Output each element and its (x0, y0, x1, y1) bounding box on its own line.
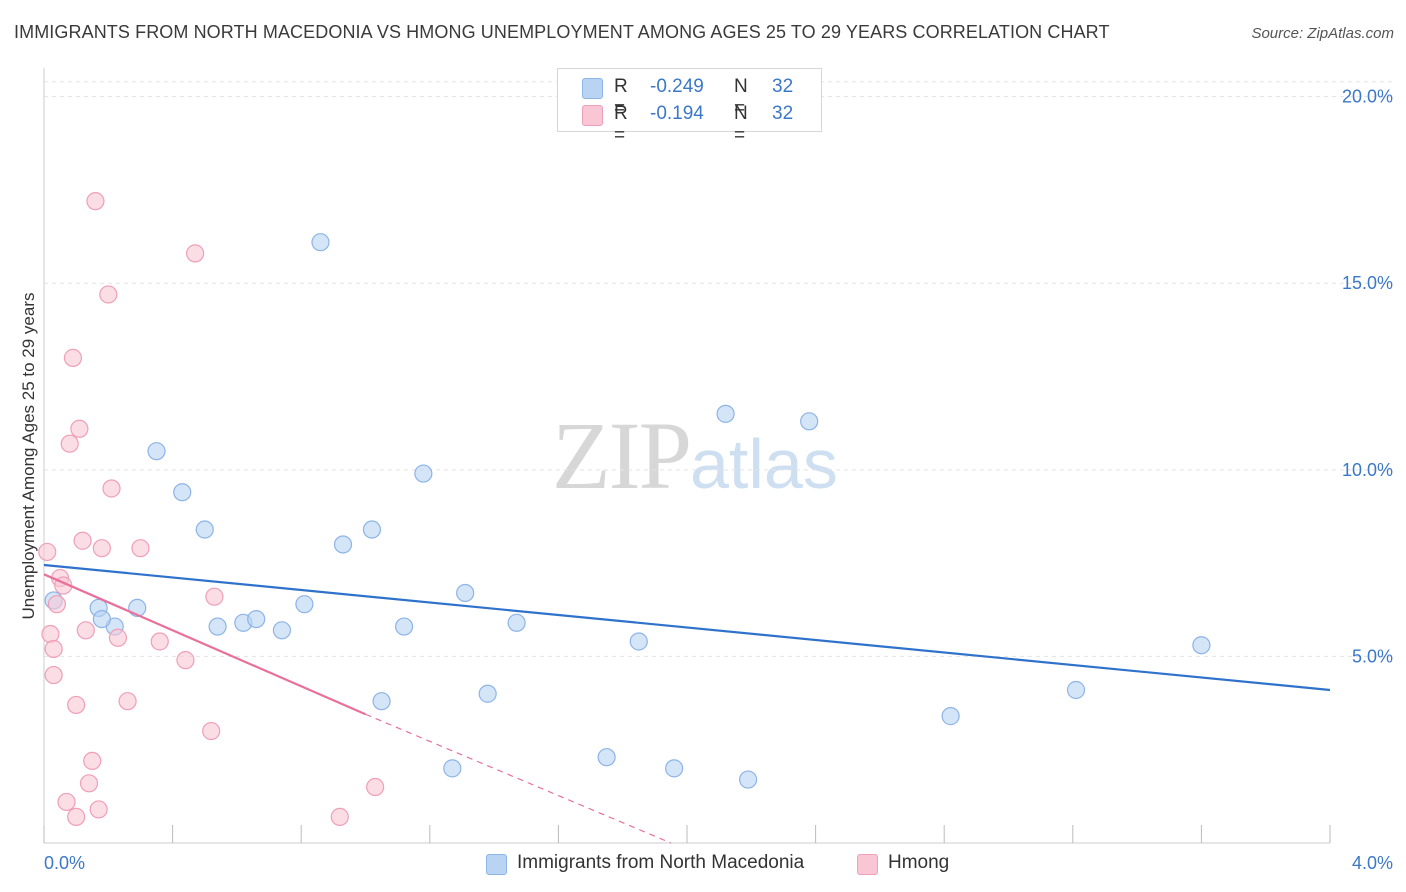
data-point-north-macedonia (443, 759, 462, 778)
blue-swatch (582, 78, 603, 99)
data-point-north-macedonia (173, 483, 192, 502)
data-point-hmong (330, 807, 349, 826)
trend-line-north-macedonia (43, 563, 1331, 692)
data-point-north-macedonia (629, 632, 648, 651)
source-credit: Source: ZipAtlas.com (1251, 25, 1394, 42)
data-point-north-macedonia (147, 442, 166, 461)
r-label: R = (614, 76, 628, 119)
watermark-zip: ZIP (552, 402, 692, 509)
data-point-hmong (202, 721, 221, 741)
data-point-north-macedonia (311, 233, 330, 252)
trend-line-hmong (43, 573, 366, 716)
data-point-hmong (89, 800, 108, 819)
data-point-hmong (131, 539, 150, 558)
r-label: R = (614, 103, 628, 146)
data-point-hmong (186, 244, 205, 263)
r-value: -0.194 (650, 103, 704, 124)
data-point-hmong (63, 348, 83, 367)
data-point-hmong (118, 692, 137, 711)
data-point-north-macedonia (394, 617, 414, 636)
data-point-hmong (176, 651, 195, 670)
n-value: 32 (772, 76, 794, 97)
y-tick-label: 20.0% (1342, 87, 1393, 107)
y-axis-label: Unemployment Among Ages 25 to 29 years (19, 292, 38, 620)
n-label: N = (734, 76, 748, 119)
data-point-north-macedonia (272, 621, 292, 640)
data-point-hmong (44, 665, 63, 685)
data-point-north-macedonia (362, 520, 382, 539)
data-point-hmong (60, 434, 79, 453)
legend-label: Hmong (888, 852, 950, 873)
y-tick-label: 15.0% (1342, 273, 1393, 293)
data-point-hmong (41, 624, 60, 644)
data-point-hmong (366, 777, 385, 797)
data-point-hmong (47, 595, 66, 614)
data-point-north-macedonia (716, 404, 735, 423)
y-tick-label: 5.0% (1352, 646, 1393, 666)
data-point-north-macedonia (414, 464, 433, 483)
data-point-hmong (38, 542, 57, 562)
data-point-north-macedonia (597, 748, 616, 767)
stats-legend: R = -0.249 N = 32 R = -0.194 N = 32 (557, 68, 822, 146)
data-point-north-macedonia (295, 595, 314, 614)
data-point-north-macedonia (195, 520, 214, 539)
x-tick-label: 4.0% (1352, 853, 1393, 873)
data-point-hmong (205, 587, 224, 606)
pink-swatch (582, 105, 603, 126)
pink-swatch (857, 854, 878, 875)
legend-label: Immigrants from North Macedonia (517, 852, 805, 873)
data-point-north-macedonia (507, 613, 526, 632)
data-point-north-macedonia (665, 759, 684, 778)
data-point-hmong (108, 628, 128, 647)
y-tick-label: 10.0% (1342, 460, 1393, 480)
n-value: 32 (772, 103, 794, 124)
data-point-north-macedonia (247, 609, 266, 629)
data-point-north-macedonia (208, 617, 227, 636)
data-point-hmong (67, 807, 86, 826)
watermark: ZIPatlas (552, 400, 838, 511)
data-point-hmong (70, 419, 89, 438)
data-point-north-macedonia (372, 692, 391, 711)
data-point-hmong (79, 774, 99, 793)
data-point-hmong (86, 192, 105, 211)
data-point-north-macedonia (1192, 636, 1211, 655)
data-point-hmong (76, 621, 95, 640)
data-point-north-macedonia (1066, 680, 1086, 700)
data-point-hmong (44, 639, 63, 659)
data-point-hmong (92, 539, 111, 558)
data-point-hmong (99, 285, 118, 304)
data-point-hmong (83, 751, 102, 771)
data-point-hmong (150, 632, 169, 651)
blue-swatch (486, 854, 507, 875)
data-point-hmong (67, 695, 86, 715)
data-point-hmong (73, 531, 92, 550)
data-point-hmong (102, 479, 121, 498)
r-value: -0.249 (650, 76, 704, 97)
data-point-north-macedonia (478, 684, 497, 703)
trend-extension-hmong (365, 713, 672, 844)
data-point-north-macedonia (456, 583, 475, 603)
chart-title: IMMIGRANTS FROM NORTH MACEDONIA VS HMONG… (14, 22, 1110, 42)
data-point-north-macedonia (738, 770, 758, 789)
n-label: N = (734, 103, 748, 146)
data-point-north-macedonia (800, 412, 819, 431)
data-point-hmong (57, 792, 76, 812)
data-point-north-macedonia (333, 535, 353, 554)
data-point-north-macedonia (941, 707, 960, 726)
watermark-atlas: atlas (690, 425, 838, 503)
x-tick-label: 0.0% (44, 853, 85, 873)
data-point-north-macedonia (92, 609, 111, 629)
